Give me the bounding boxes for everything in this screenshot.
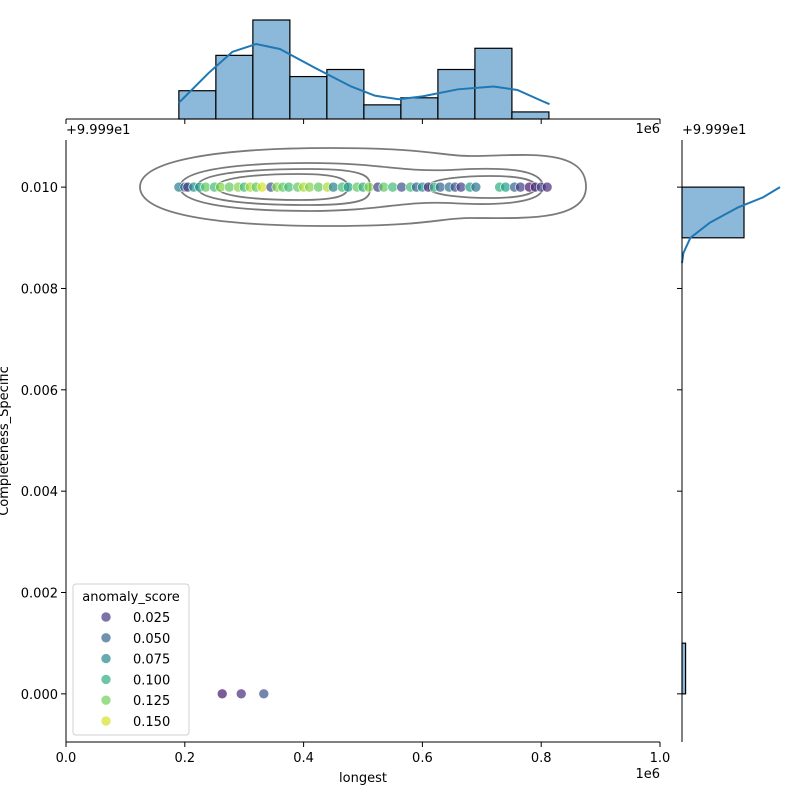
legend-box [72,583,190,736]
scatter-point [500,181,511,193]
scatter-point [256,181,268,193]
x-histogram-bar [474,47,513,120]
x-histogram-bar [178,90,217,120]
y-histogram-bar [681,186,745,239]
scatter-points [173,181,553,700]
x-histogram-bar [252,19,291,120]
scatter-point [541,181,553,193]
scatter-point [200,181,211,193]
y-tick-label: 0.000 [21,688,58,703]
scatter-point [342,181,354,193]
y-tick-label: 0.002 [21,587,58,602]
scatter-point [283,181,295,193]
scatter-point [455,181,467,193]
ticks: 0.0 0.2 0.4 0.6 0.8 1.0 0.000 0.002 0.004 0.006 0.… [21,119,682,766]
legend: anomaly_score 0.025 0.050 0.075 0.100 0.125 0… [72,583,190,736]
x-tick-label: 0.0 [56,751,77,766]
scatter-point [216,688,228,700]
legend-label: 0.050 [133,632,170,647]
x-offset-text: 1e6 [635,767,660,782]
scatter-point [313,181,324,193]
legend-label: 0.025 [133,611,170,626]
x-tick-label: 1.0 [650,751,671,766]
y-kde-curve [681,186,781,264]
scatter-point [224,181,235,193]
scatter-point [327,181,339,193]
legend-label: 0.150 [133,715,170,730]
right-marginal-histogram [681,186,781,695]
scatter-point [363,181,375,193]
scatter-point [304,181,315,193]
axes [65,118,683,743]
x-histogram-bar [215,54,254,120]
scatter-point [387,181,399,193]
legend-label: 0.075 [133,653,170,668]
scatter-point [258,688,270,700]
legend-label: 0.125 [133,694,170,709]
x-histogram-bar [400,97,439,120]
x-histogram-bar [289,75,328,120]
y-histogram-bar [681,642,687,695]
scatter-point [396,181,407,193]
scatter-point [215,181,226,193]
x-tick-label: 0.8 [531,751,552,766]
scatter-point [235,688,247,700]
x-histogram-bar [363,104,402,120]
legend-marker [100,694,112,706]
x-kde-curve [178,43,550,106]
x-histogram-bar [511,111,550,120]
x-tick-label: 0.2 [174,751,195,766]
top-x-offset-text: 1e6 [635,122,660,137]
y-tick-label: 0.008 [21,282,58,297]
legend-marker [100,653,112,664]
legend-label: 0.100 [133,673,170,688]
scatter-point [515,181,526,193]
scatter-point [434,181,446,193]
scatter-point [378,181,390,193]
top-marginal-histogram [178,19,550,120]
legend-marker [100,674,112,685]
kde-contour-outer [139,147,587,227]
x-tick-label: 0.6 [412,751,433,766]
y-axis-label: Completeness_Specific [0,366,12,516]
y-tick-label: 0.010 [21,181,58,196]
x-tick-label: 0.4 [293,751,314,766]
y-offset-text: +9.999e1 [66,123,130,138]
right-y-offset-text: +9.999e1 [682,123,746,138]
legend-title: anomaly_score [82,590,180,605]
y-tick-label: 0.004 [21,485,58,500]
y-tick-label: 0.006 [21,384,58,399]
legend-marker [100,715,112,727]
legend-marker [100,611,112,623]
x-axis-label: longest [339,771,387,786]
scatter-point [470,181,482,193]
x-histogram-bar [437,68,476,120]
legend-marker [100,632,112,644]
